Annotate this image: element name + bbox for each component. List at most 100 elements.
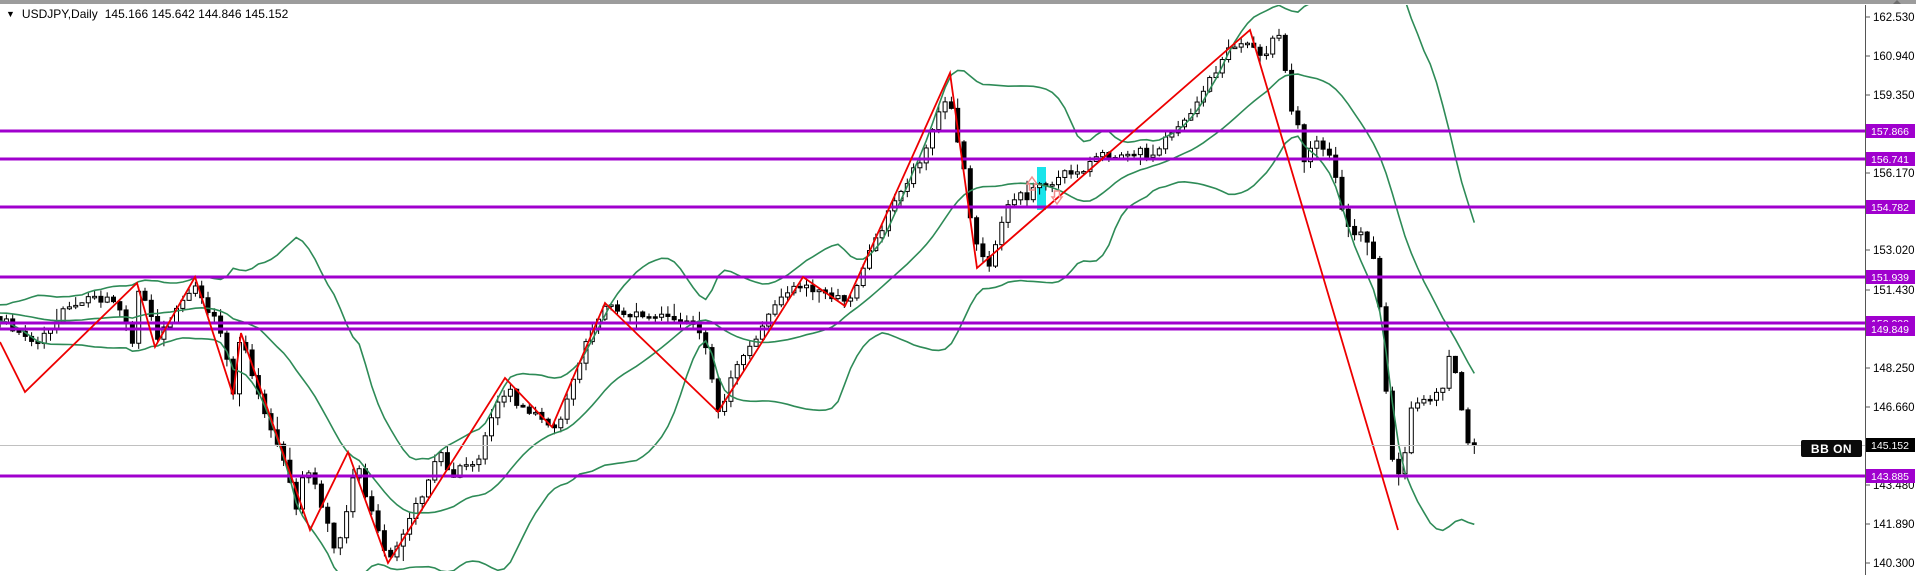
scroll-up-icon[interactable] <box>1893 0 1901 4</box>
chart-menu-triangle-icon[interactable]: ▼ <box>6 8 15 19</box>
candle-body <box>142 290 148 301</box>
chart-titlebar: ▼ USDJPY,Daily 145.166 145.642 144.846 1… <box>6 7 288 21</box>
candle-body <box>224 332 230 360</box>
level-price-tag-label: 154.782 <box>1871 202 1909 214</box>
selected-vline-highlight[interactable] <box>1037 167 1046 210</box>
candle-body <box>117 301 123 311</box>
candle-body <box>218 315 224 334</box>
candle-body <box>1074 171 1080 175</box>
level-price-tag-label: 143.885 <box>1871 471 1909 483</box>
candle-body <box>1024 192 1030 201</box>
candle-body <box>1270 37 1276 55</box>
candle-body <box>747 345 753 357</box>
candle-body <box>1471 442 1477 446</box>
candle-body <box>1289 69 1295 112</box>
level-price-tag-label: 156.741 <box>1871 154 1909 166</box>
candle-body <box>1421 398 1427 404</box>
candle-body <box>1276 34 1282 39</box>
candle-body <box>186 292 192 301</box>
candle-body <box>640 311 646 318</box>
candle-body <box>520 404 526 408</box>
candle-body <box>350 477 356 513</box>
candle-body <box>1030 187 1036 201</box>
candle-body <box>66 306 72 310</box>
current-price-tag <box>1866 438 1915 452</box>
candle-body <box>1245 42 1250 46</box>
candle-body <box>363 468 368 498</box>
candle-body <box>419 496 425 504</box>
zigzag-trendline[interactable] <box>0 28 1399 566</box>
candle-body <box>1352 225 1358 236</box>
candle-body <box>1207 77 1213 92</box>
candle-body <box>148 299 154 318</box>
candle-body <box>16 330 22 333</box>
sell-arrow-icon[interactable] <box>1050 190 1064 206</box>
candle-body <box>85 296 91 304</box>
axis-tick-label: 153.020 <box>1873 245 1915 257</box>
candle-body <box>1238 43 1244 48</box>
candle-body <box>1452 355 1458 374</box>
candle-body <box>1131 153 1137 157</box>
support-resistance-lines <box>0 129 1865 478</box>
candle-body <box>785 292 791 298</box>
candle-body <box>1377 257 1383 308</box>
candle-body <box>1257 46 1263 56</box>
candle-body <box>772 304 778 315</box>
candle-body <box>205 297 211 313</box>
candle-body <box>659 313 665 318</box>
axis-tick-label: 146.660 <box>1873 402 1915 414</box>
buy-arrow-icon[interactable] <box>1025 175 1039 191</box>
candle-body <box>111 296 116 303</box>
candle-body <box>879 230 885 239</box>
candle-body <box>1339 176 1345 210</box>
candle-body <box>495 401 501 419</box>
candle-body <box>930 128 935 149</box>
candle-body <box>1163 136 1169 150</box>
candle-body <box>507 388 513 397</box>
candle-body <box>1434 391 1439 401</box>
candle-body <box>948 101 954 109</box>
candle-body <box>741 355 746 366</box>
top-border-bar <box>0 0 1916 4</box>
candle-body <box>1125 153 1131 157</box>
candle-body <box>1018 192 1024 201</box>
candle-body <box>665 313 671 317</box>
axis-tick-label: 159.350 <box>1873 90 1915 102</box>
candle-body <box>1314 140 1320 149</box>
candle-body <box>1427 398 1433 402</box>
candle-body <box>1446 355 1452 389</box>
candle-body <box>1137 147 1143 156</box>
candle-body <box>980 243 986 258</box>
candle-body <box>180 299 186 309</box>
level-price-tag-label: 149.849 <box>1871 324 1909 336</box>
price-axis[interactable]: 162.530 160.940 159.350 156.170 153.020 151.4… <box>1865 0 1916 575</box>
candle-body <box>129 322 135 344</box>
candle-body <box>1100 152 1106 158</box>
plot-area <box>0 5 1865 571</box>
current-price-tag-label: 145.152 <box>1871 440 1909 452</box>
candle-body <box>766 313 772 327</box>
level-price-tag <box>1866 469 1915 483</box>
candle-body <box>816 289 822 293</box>
candle-body <box>621 310 627 316</box>
candle-body <box>564 398 570 420</box>
candle-body <box>1295 110 1301 126</box>
candle-body <box>60 308 66 323</box>
candle-body <box>1459 372 1465 411</box>
candle-body <box>652 316 658 319</box>
bb-lower-band-line <box>0 135 1475 571</box>
candle-body <box>917 162 923 169</box>
candle-body <box>1308 147 1313 163</box>
candle-body <box>432 461 438 481</box>
candle-body <box>810 284 816 293</box>
candle-body <box>841 295 847 302</box>
candle-body <box>678 319 683 322</box>
bb-toggle-button[interactable]: BB ON <box>1801 440 1862 457</box>
candle-body <box>854 285 860 299</box>
candle-body <box>615 304 620 312</box>
candle-body <box>1358 231 1364 236</box>
candle-body <box>715 378 721 412</box>
candle-body <box>482 435 488 460</box>
